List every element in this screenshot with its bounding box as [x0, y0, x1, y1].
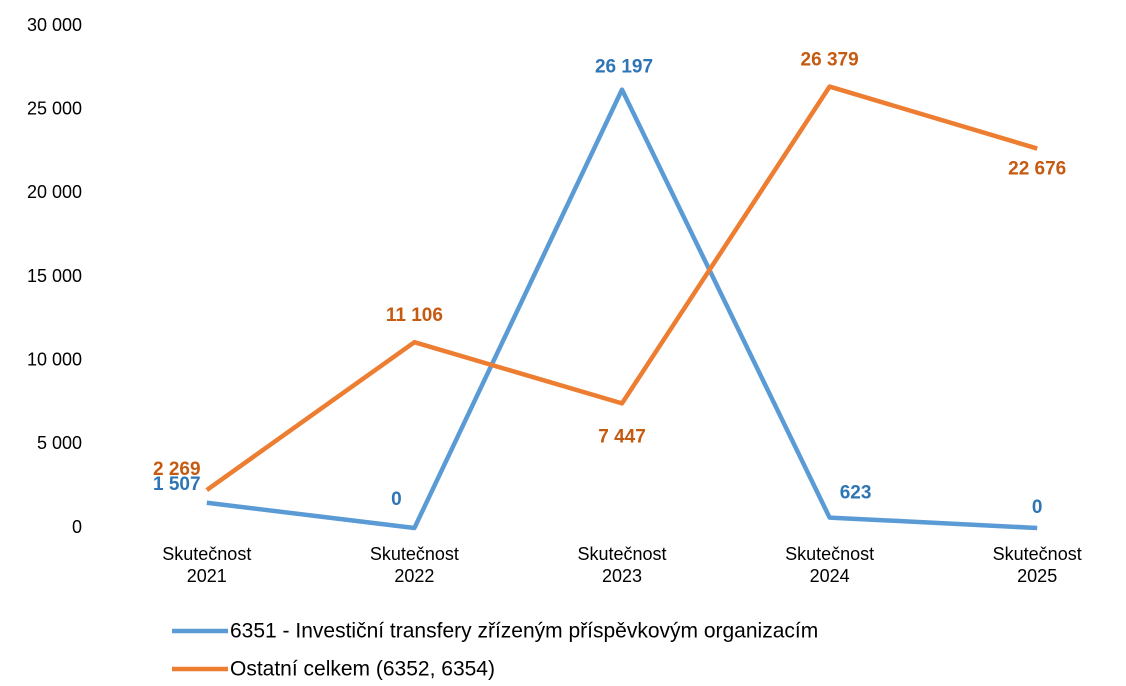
y-tick-label: 25 000 — [27, 98, 82, 118]
y-tick-label: 0 — [72, 517, 82, 537]
x-tick-label: Skutečnost 2022 — [369, 544, 459, 586]
line-series — [205, 84, 1038, 492]
data-label: 2 269 — [153, 459, 201, 480]
y-tick-label: 20 000 — [27, 182, 82, 202]
data-label: 11 106 — [386, 305, 443, 326]
data-label: 22 676 — [1008, 159, 1066, 180]
x-tick-label: Skutečnost 2025 — [992, 544, 1082, 586]
x-tick-label: Skutečnost 2024 — [785, 544, 875, 586]
legend-label: Ostatní celkem (6352, 6354) — [230, 658, 495, 681]
legend-label: 6351 - Investiční transfery zřízeným pří… — [230, 620, 818, 643]
x-tick-label: Skutečnost 2023 — [577, 544, 667, 586]
data-label: 26 379 — [801, 50, 859, 71]
y-tick-label: 5 000 — [37, 433, 82, 453]
data-label: 26 197 — [595, 57, 653, 78]
data-label: 7 447 — [598, 426, 646, 447]
y-tick-label: 10 000 — [27, 349, 82, 369]
x-tick-label: Skutečnost 2021 — [162, 544, 252, 586]
data-label: 0 — [391, 489, 402, 510]
data-label: 623 — [840, 483, 872, 504]
data-label: 0 — [1032, 497, 1043, 518]
y-tick-label: 30 000 — [27, 15, 82, 35]
data-label: 1 507 — [153, 474, 201, 495]
line-series — [206, 87, 1038, 531]
y-tick-label: 15 000 — [27, 266, 82, 286]
